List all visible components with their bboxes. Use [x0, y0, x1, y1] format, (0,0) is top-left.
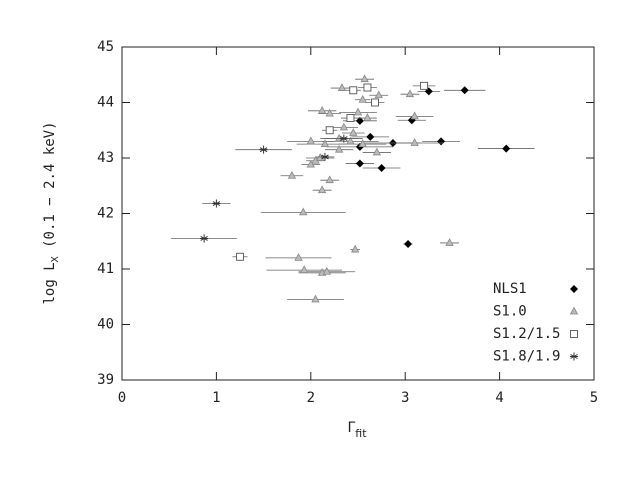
marker [353, 107, 363, 116]
marker [570, 352, 578, 361]
marker [363, 83, 372, 92]
marker [437, 137, 446, 146]
marker [363, 113, 372, 121]
x-tick-label: 4 [495, 390, 503, 406]
legend-label: S1.8/1.9 [493, 349, 560, 365]
x-tick-label: 5 [590, 390, 598, 406]
marker [300, 265, 309, 274]
y-label-sub: X [50, 256, 61, 262]
marker [236, 252, 244, 261]
marker [325, 108, 334, 117]
marker [339, 134, 348, 143]
x-axis-label: Γfit [347, 420, 367, 440]
marker [212, 199, 221, 208]
legend-label: S1.0 [493, 304, 527, 320]
marker [570, 285, 578, 293]
marker [200, 234, 209, 243]
marker [570, 330, 578, 338]
marker [366, 132, 375, 141]
legend-label: S1.2/1.5 [493, 326, 560, 342]
marker [317, 105, 327, 114]
marker [346, 136, 355, 145]
marker [349, 128, 358, 136]
marker [358, 94, 367, 103]
marker [371, 98, 379, 107]
marker [374, 90, 383, 99]
marker [349, 86, 358, 95]
x-tick-label: 1 [212, 390, 220, 406]
x-label-main: Γ [347, 420, 355, 436]
marker [317, 185, 327, 194]
y-tick-label: 42 [97, 206, 114, 222]
marker [334, 133, 344, 142]
x-tick-label: 3 [401, 390, 409, 406]
marker [355, 116, 364, 125]
marker [355, 159, 364, 168]
marker [460, 86, 469, 95]
marker [322, 266, 332, 275]
marker [410, 111, 419, 120]
y-tick-label: 41 [97, 261, 114, 277]
marker [360, 74, 369, 83]
marker [346, 114, 355, 122]
marker [325, 126, 334, 135]
marker [306, 159, 315, 168]
marker [311, 294, 320, 303]
y-tick-label: 40 [97, 317, 114, 333]
y-tick-label: 43 [97, 150, 114, 166]
marker [350, 244, 360, 253]
marker [502, 144, 511, 153]
marker [377, 163, 386, 172]
marker [320, 152, 329, 161]
marker [294, 253, 303, 261]
marker [337, 83, 347, 91]
marker [405, 89, 415, 98]
legend-label: NLS1 [493, 281, 527, 297]
marker [358, 139, 367, 148]
marker [339, 122, 349, 131]
x-tick-label: 0 [118, 390, 126, 406]
marker [325, 175, 334, 184]
y-axis-label: log LX (0.1 − 2.4 keV) [42, 121, 61, 304]
x-label-sub: fit [355, 427, 367, 440]
marker [569, 306, 579, 315]
y-tick-label: 44 [97, 95, 114, 111]
y-tick-label: 39 [97, 372, 114, 388]
marker [334, 144, 344, 153]
marker [445, 238, 454, 246]
y-tick-label: 45 [97, 39, 114, 55]
marker [320, 139, 330, 148]
x-tick-label: 2 [307, 390, 315, 406]
marker [306, 136, 315, 145]
marker [299, 207, 308, 216]
y-label-rest: (0.1 − 2.4 keV) [42, 121, 58, 256]
marker [259, 145, 268, 154]
marker [287, 170, 297, 179]
marker [372, 147, 382, 156]
y-label-main: log L [42, 262, 58, 304]
marker [410, 138, 419, 146]
marker [404, 240, 413, 249]
marker [420, 81, 429, 90]
